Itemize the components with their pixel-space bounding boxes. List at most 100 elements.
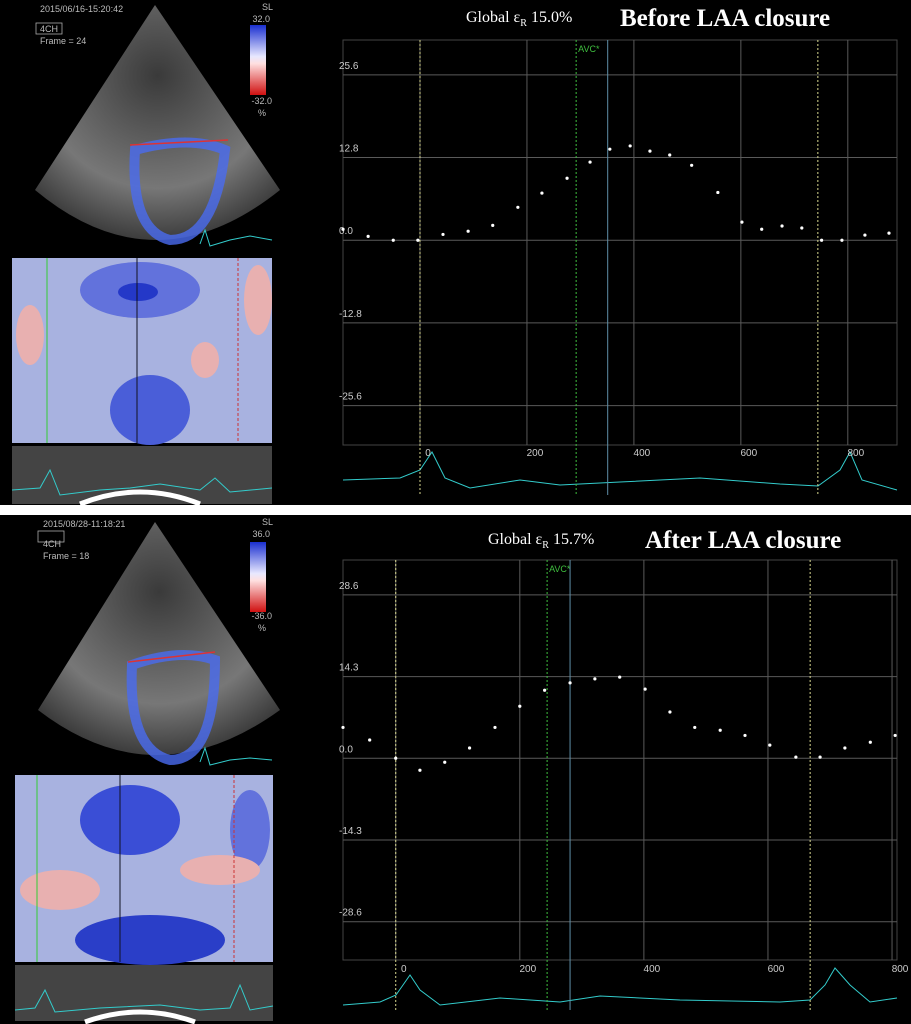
strain-value: 15.7% (553, 531, 594, 548)
data-point (467, 746, 472, 750)
strain-chart: 25.6 12.8 0.0 -12.8 -25.6 0 200 400 600 800 AVC* Gl… (339, 5, 898, 495)
y-tick-label: 25.6 (339, 61, 359, 72)
data-point (466, 229, 470, 233)
data-point (820, 238, 824, 242)
data-point (441, 232, 445, 237)
data-point (648, 149, 652, 153)
data-point (391, 238, 395, 242)
data-point (491, 223, 495, 227)
strain-label: Global ε (488, 531, 543, 548)
y-tick-label: 0.0 (339, 744, 353, 755)
scale-unit: % (258, 108, 266, 118)
data-point (740, 220, 744, 224)
frame-label: Frame = 18 (43, 551, 89, 561)
data-point (493, 725, 497, 730)
event-label: AVC* (578, 44, 600, 54)
strain-chart: 28.6 14.3 0.0 -14.3 -28.6 0 200 400 600 800 AVC* Gl… (339, 527, 909, 1010)
data-point (565, 176, 569, 180)
chart-title: After LAA closure (645, 527, 841, 554)
chart-title: Before LAA closure (620, 5, 830, 32)
strain-subscript: R (542, 540, 549, 551)
plot-frame (342, 559, 898, 961)
data-point (588, 160, 592, 164)
m-mode-strip (11, 446, 273, 507)
scale-name: SL (262, 2, 273, 12)
echo-image (37, 522, 280, 766)
data-point (418, 768, 422, 772)
plot-frame (342, 39, 898, 446)
x-tick-label: 800 (892, 964, 909, 975)
data-point (518, 704, 522, 708)
data-point (887, 231, 891, 235)
data-point (568, 681, 572, 685)
data-point (416, 238, 420, 242)
m-mode-strip (14, 965, 274, 1024)
strain-map (15, 775, 273, 965)
x-tick-label: 0 (401, 964, 407, 975)
x-tick-label: 200 (527, 448, 544, 459)
x-tick-label: 0 (425, 448, 431, 459)
data-point (516, 205, 520, 209)
scale-max: 32.0 (252, 14, 270, 24)
y-tick-label: -28.6 (339, 908, 362, 919)
data-point (540, 191, 544, 195)
ecg-trace (342, 967, 898, 1006)
data-point (668, 153, 672, 157)
strain-value: 15.0% (531, 9, 572, 26)
strain-summary: Global εR 15.7% (488, 531, 594, 551)
data-point (840, 238, 844, 242)
y-tick-label: -25.6 (339, 392, 362, 403)
data-point (893, 733, 897, 738)
data-point (628, 144, 632, 148)
data-point (341, 725, 345, 730)
y-tick-label: -14.3 (339, 826, 362, 837)
data-point (543, 688, 547, 692)
data-point (690, 163, 694, 167)
data-point (693, 725, 697, 730)
timestamp: 2015/06/16-15:20:42 (40, 4, 123, 14)
data-point (366, 234, 370, 238)
data-point (618, 675, 622, 679)
data-point (780, 224, 784, 228)
strain-map (12, 258, 272, 445)
strain-label: Global ε (466, 9, 521, 26)
echo-image (35, 5, 280, 247)
data-point (800, 226, 804, 230)
data-point (743, 733, 747, 738)
event-label: AVC* (549, 564, 571, 574)
scale-min: -36.0 (251, 611, 272, 621)
data-point (818, 755, 822, 759)
data-point (794, 755, 798, 759)
y-tick-label: 28.6 (339, 581, 359, 592)
y-tick-label: -12.8 (339, 309, 362, 320)
y-tick-label: 0.0 (339, 226, 353, 237)
data-point (843, 746, 847, 750)
data-point (863, 233, 867, 237)
ecg-trace (342, 450, 898, 491)
data-point (608, 147, 612, 151)
scale-name: SL (262, 517, 273, 527)
data-point (443, 760, 447, 764)
data-point (868, 740, 872, 744)
data-point (394, 756, 398, 760)
data-point (760, 227, 764, 231)
x-tick-label: 800 (847, 448, 864, 459)
data-point (341, 227, 345, 231)
scale-min: -32.0 (251, 96, 272, 106)
x-tick-label: 400 (634, 448, 651, 459)
view-label: 4CH (43, 539, 61, 549)
data-point (768, 743, 772, 747)
y-tick-label: 12.8 (339, 144, 359, 155)
x-tick-label: 600 (741, 448, 758, 459)
data-point (643, 687, 647, 691)
data-point (668, 710, 672, 714)
strain-summary: Global εR 15.0% (466, 9, 572, 29)
x-tick-label: 600 (768, 964, 785, 975)
y-tick-label: 14.3 (339, 663, 359, 674)
view-label: 4CH (40, 24, 58, 34)
x-tick-label: 400 (644, 964, 661, 975)
data-point (718, 728, 722, 732)
scale-unit: % (258, 623, 266, 633)
data-point (716, 190, 720, 195)
